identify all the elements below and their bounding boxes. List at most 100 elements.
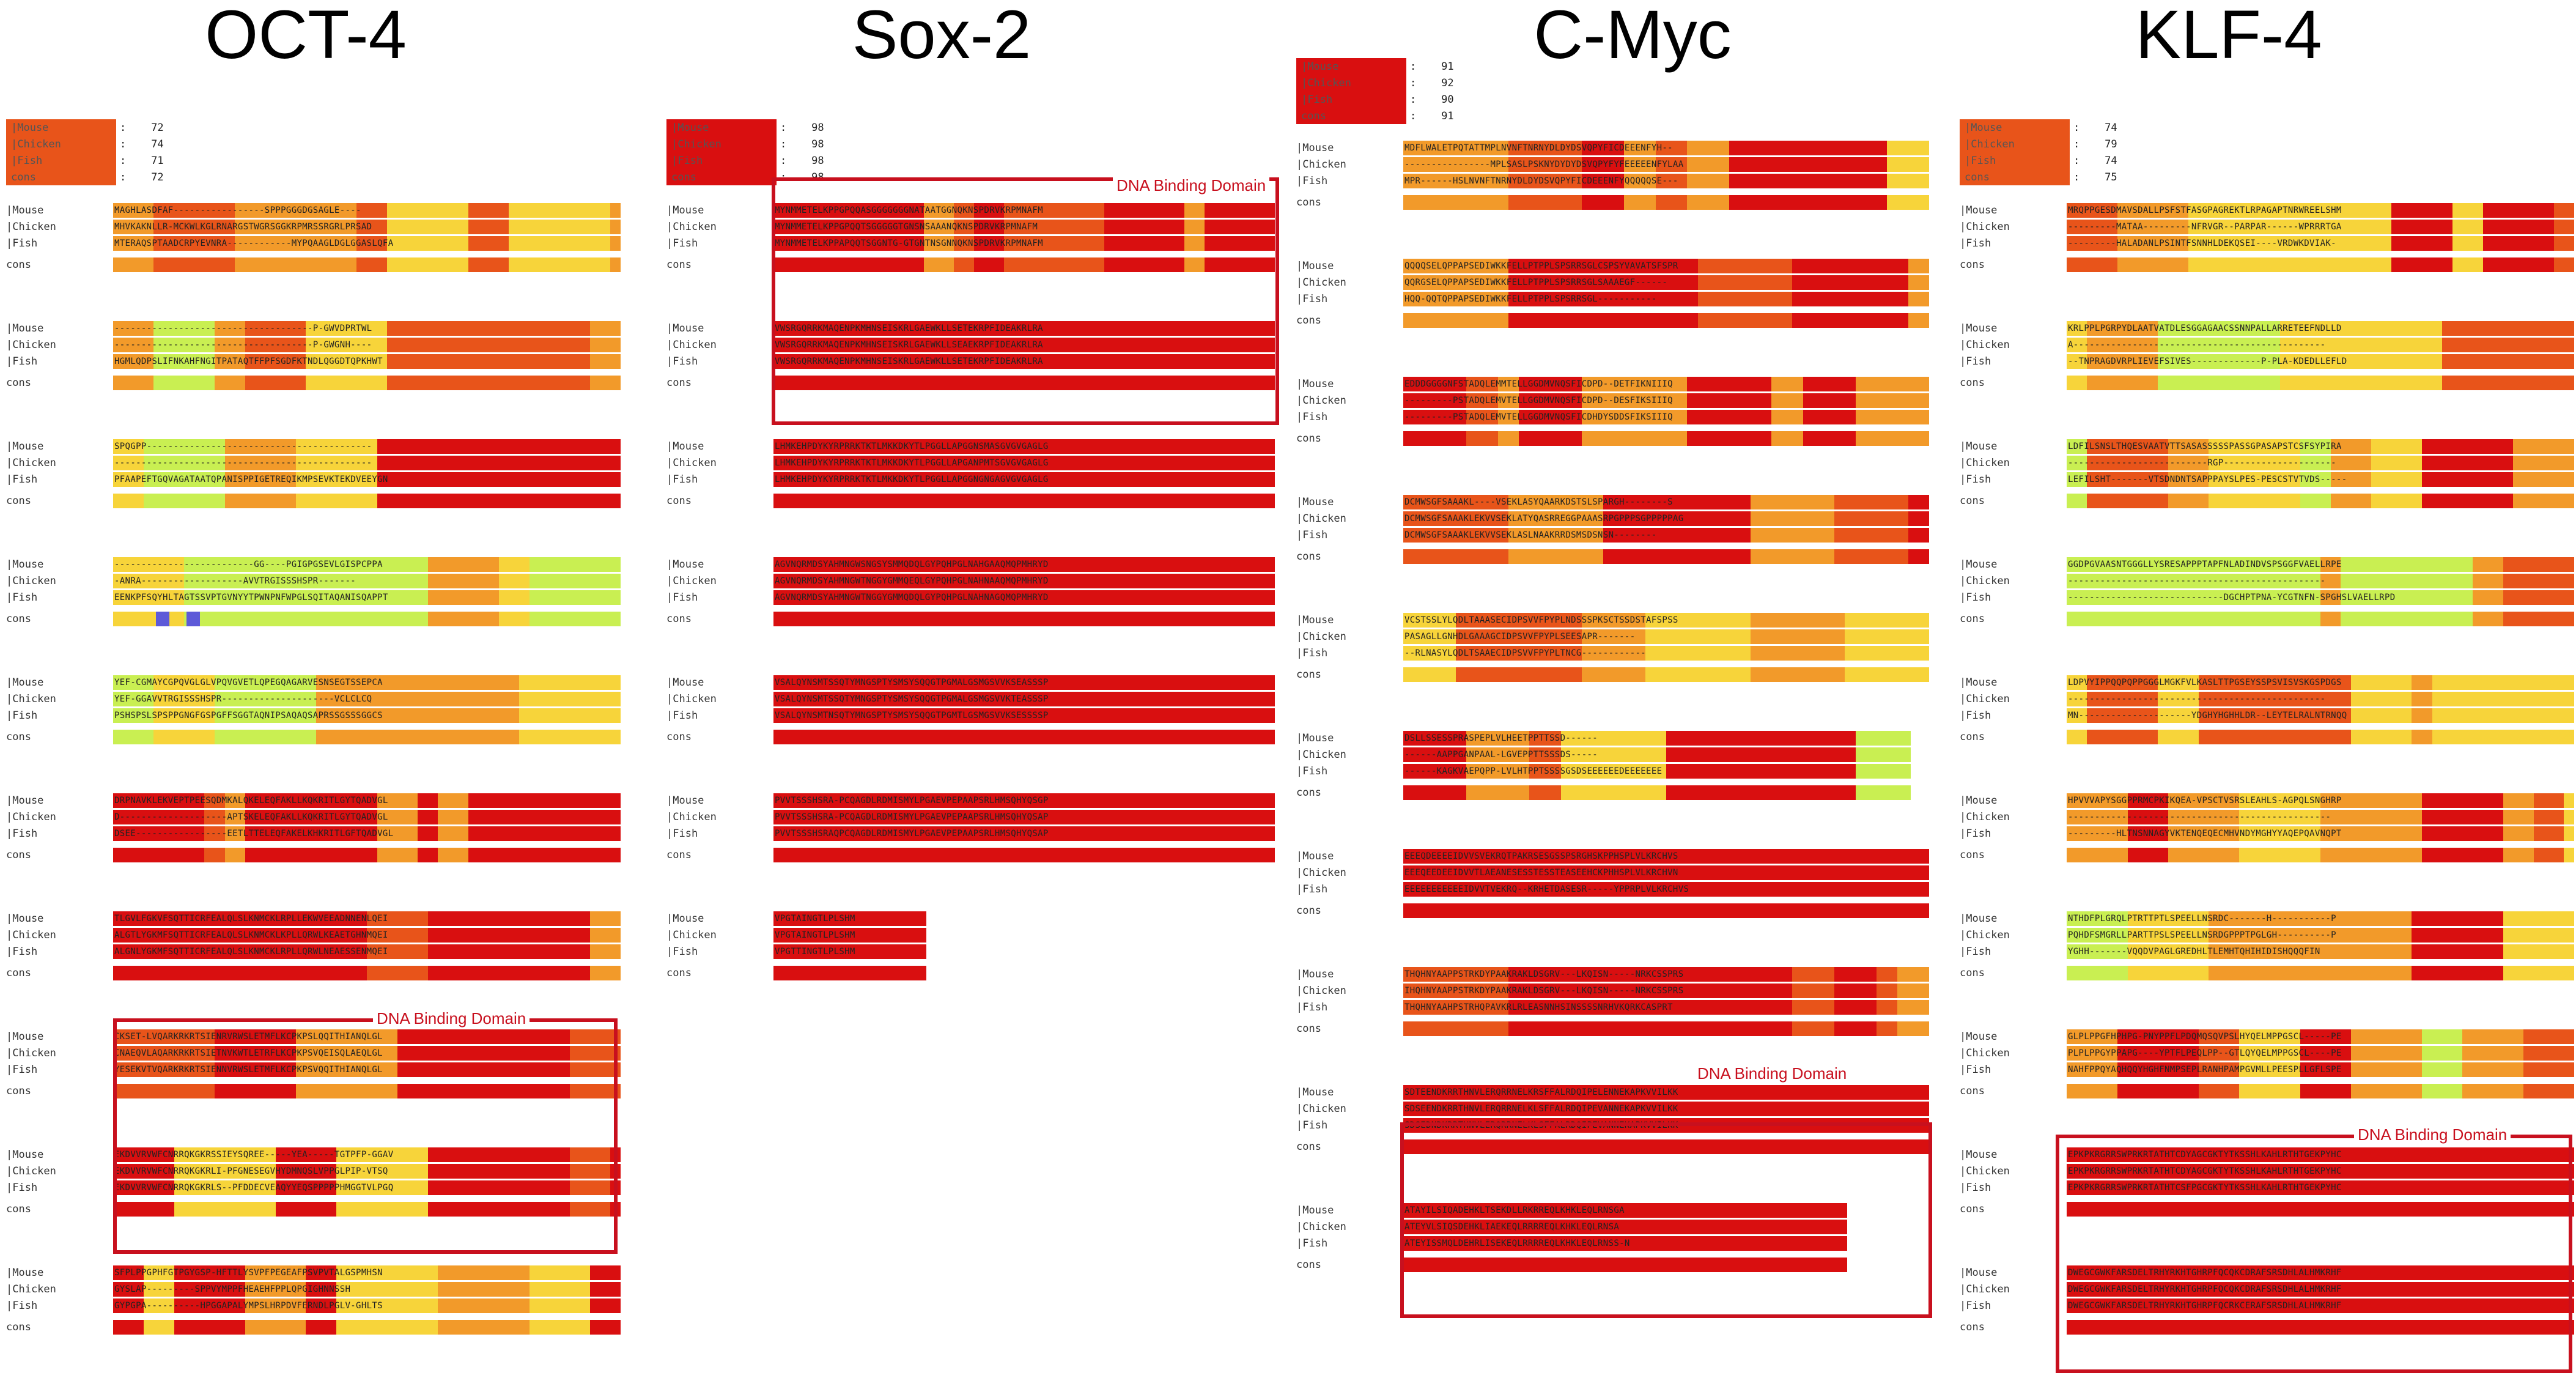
sequence-text: HQQ-QQTQPPAPSEDIWKKFELLPTPPLSPSRRSGL----… bbox=[1404, 294, 1657, 304]
sequence-track: LDPVYIPPQQPQPPGGGLMGKFVLKASLTTPGSEYSSPSV… bbox=[2067, 675, 2574, 690]
consensus-bar bbox=[1403, 1021, 1929, 1036]
consensus-segment bbox=[1466, 431, 1498, 446]
consensus-row: cons bbox=[666, 374, 1275, 391]
consensus-segment bbox=[1803, 903, 1908, 918]
consensus-segment bbox=[1004, 257, 1105, 272]
alignment-block: |Mouse DCMWSGFSAAAKL----VSEKLASYQAARKDSTS… bbox=[1296, 494, 1929, 565]
residue-color-segment bbox=[854, 354, 934, 369]
residue-color-segment bbox=[1803, 881, 1908, 897]
species-label: |Fish bbox=[1296, 528, 1328, 541]
score-value: : 79 bbox=[2073, 138, 2117, 150]
consensus-bar bbox=[113, 493, 621, 508]
sequence-row-fish: |Fish LHMKEHPDYKYRPRRKTKTLMKKDKYTLPGGLLAP… bbox=[666, 471, 1275, 487]
residue-color-segment bbox=[1004, 235, 1105, 251]
consensus-segment bbox=[2290, 257, 2320, 272]
residue-color-segment bbox=[1782, 157, 1888, 172]
residue-color-segment bbox=[954, 202, 974, 218]
consensus-segment bbox=[1264, 847, 1275, 862]
consensus-label: cons bbox=[1960, 258, 1985, 271]
residue-color-segment bbox=[224, 809, 245, 824]
sequence-text: ----------------------------------------… bbox=[2068, 576, 2326, 586]
sequence-track: HPVVVAPYSGGPPRMCPKIKQEA-VPSCTVSRSLEAHLS-… bbox=[2067, 793, 2574, 808]
sequence-row-chicken: |Chicken PQHDFSMGRLLPARTTPSLSPEELLNSRDGPP… bbox=[1960, 927, 2574, 943]
residue-color-segment bbox=[2452, 202, 2483, 218]
score-row: |Mouse: 72 bbox=[6, 119, 164, 136]
residue-color-segment bbox=[529, 1281, 591, 1297]
consensus-segment bbox=[1855, 431, 1929, 446]
residue-color-segment bbox=[2564, 708, 2574, 723]
sequence-text: MTERAQSPTAADCRPYEVNRA------------MYPQAAG… bbox=[114, 238, 394, 248]
residue-color-segment bbox=[934, 691, 954, 706]
residue-color-segment bbox=[1771, 376, 1803, 391]
residue-color-segment bbox=[478, 1045, 530, 1061]
residue-color-segment bbox=[1845, 258, 1877, 273]
residue-color-segment bbox=[224, 455, 296, 470]
sequence-track: AGVNQRMDSYAHMNGWTNGGYGMMQEQLGYPQHPGLNAHN… bbox=[773, 573, 1275, 588]
residue-color-segment bbox=[153, 235, 235, 251]
species-label: |Fish bbox=[1960, 355, 1991, 368]
residue-color-segment bbox=[2473, 573, 2503, 588]
consensus-segment bbox=[478, 1083, 530, 1098]
residue-color-segment bbox=[904, 439, 924, 454]
residue-color-segment bbox=[356, 202, 388, 218]
score-species: cons bbox=[1965, 171, 1990, 183]
sequence-text: CNAEQVLAQARKRKRTSIETNVKWTLETRFLKCPKPSVQE… bbox=[114, 1048, 383, 1058]
consensus-segment bbox=[427, 965, 499, 980]
residue-color-segment bbox=[1582, 157, 1625, 172]
residue-color-segment bbox=[113, 708, 154, 723]
species-label: |Fish bbox=[1960, 709, 1991, 722]
score-species: |Chicken bbox=[11, 138, 61, 150]
residue-color-segment bbox=[904, 675, 934, 690]
consensus-bar bbox=[2067, 375, 2574, 390]
consensus-label: cons bbox=[6, 494, 31, 507]
residue-color-segment bbox=[174, 1147, 276, 1162]
residue-color-segment bbox=[356, 219, 388, 234]
consensus-segment bbox=[2422, 847, 2503, 862]
sequence-row-mouse: |Mouse TLGVLFGKVFSQTTICRFEALQLSLKNMCKLRPL… bbox=[6, 910, 621, 927]
consensus-segment bbox=[813, 493, 834, 508]
residue-color-segment bbox=[2422, 826, 2503, 841]
consensus-segment bbox=[1571, 1021, 1666, 1036]
species-label: |Fish bbox=[1296, 1001, 1328, 1013]
residue-color-segment bbox=[245, 1265, 306, 1280]
residue-color-segment bbox=[336, 1163, 428, 1179]
score-value: : 98 bbox=[780, 154, 824, 167]
residue-color-segment bbox=[924, 219, 954, 234]
consensus-segment bbox=[2523, 1083, 2574, 1098]
residue-color-segment bbox=[153, 708, 215, 723]
sequence-row-chicken: |Chicken ------AAPPGANPAAL-LGVEPPTTSSSDS-… bbox=[1296, 746, 1929, 763]
consensus-segment bbox=[570, 493, 611, 508]
alignment-block: |Mouse GLPLPPGFHPHPG-PNYPPFLPDQMQSQVPSLHY… bbox=[1960, 1028, 2574, 1099]
sequence-text: CKSET-LVQARKRKRTSIENRVRWSLETMFLKCPKPSLQQ… bbox=[114, 1031, 383, 1042]
consensus-segment bbox=[2279, 375, 2351, 390]
consensus-bar bbox=[113, 847, 621, 862]
alignment-block: |Mouse --------------------------GG----PG… bbox=[6, 556, 621, 627]
sequence-text: ------AAPPGANPAAL-LGVEPPTTSSSDS----- bbox=[1404, 749, 1598, 760]
residue-color-segment bbox=[1750, 999, 1793, 1015]
consensus-segment bbox=[133, 965, 164, 980]
residue-color-segment bbox=[843, 557, 894, 572]
residue-color-segment bbox=[2341, 573, 2422, 588]
sequence-text: ALGNLYGKMFSQTTICRFEALQLSLKNMCKLRPLLQRWLN… bbox=[114, 946, 388, 957]
residue-color-segment bbox=[1104, 235, 1185, 251]
consensus-segment bbox=[306, 1319, 337, 1335]
residue-color-segment bbox=[438, 1281, 530, 1297]
species-label: |Mouse bbox=[6, 204, 44, 217]
residue-color-segment bbox=[529, 557, 611, 572]
residue-color-segment bbox=[113, 1163, 174, 1179]
residue-color-segment bbox=[1205, 235, 1245, 251]
sequence-row-fish: |Fish NAHFPPQYAQHQQYHGHFNMPSEPLRANHPAMPGV… bbox=[1960, 1061, 2574, 1078]
residue-color-segment bbox=[468, 439, 570, 454]
consensus-segment bbox=[2391, 257, 2452, 272]
consensus-segment bbox=[2127, 611, 2229, 626]
residue-color-segment bbox=[893, 590, 984, 605]
residue-color-segment bbox=[113, 1281, 144, 1297]
residue-color-segment bbox=[1014, 708, 1065, 723]
residue-color-segment bbox=[843, 826, 944, 841]
residue-color-segment bbox=[1084, 455, 1155, 470]
consensus-bar bbox=[773, 375, 1275, 390]
sequence-text: SPQGPP----------------------------------… bbox=[114, 441, 372, 451]
sequence-text: --------------------------GG----PGIGPGSE… bbox=[114, 559, 383, 569]
consensus-segment bbox=[1592, 903, 1645, 918]
sequence-row-mouse: |Mouse EEEQDEEEEIDVVSVEKRQTPAKRSESGSSPSRG… bbox=[1296, 848, 1929, 864]
